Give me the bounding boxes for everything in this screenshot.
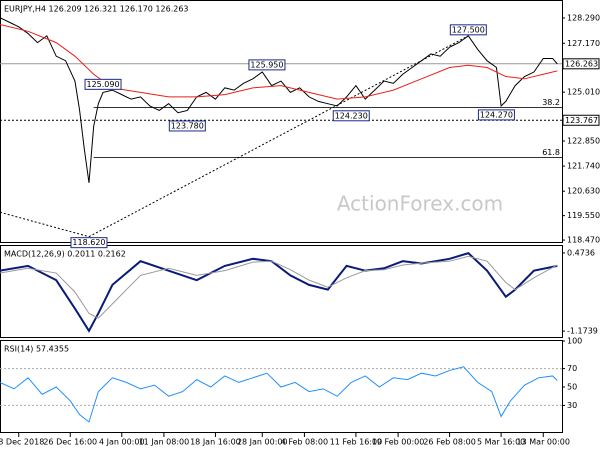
annotation-box: [449, 24, 487, 36]
x-tick-label: 5 Mar 16:00: [477, 438, 525, 447]
series-line: [0, 17, 558, 183]
y-tick-label: 119.550: [567, 211, 600, 220]
annotation-box: [168, 120, 206, 132]
price-label: 126.263: [565, 59, 598, 68]
x-tick-label: 18 Dec 2018: [0, 438, 44, 447]
x-tick-label: 11 Jan 08:00: [139, 438, 190, 447]
trendline: [88, 35, 469, 238]
annotation-box: [70, 237, 108, 249]
y-tick-label: 100: [567, 337, 582, 346]
panel-title: MACD(12,26,9) 0.2011 0.2162: [4, 250, 126, 259]
series-line: [0, 255, 558, 319]
macd-panel: [0, 245, 563, 338]
fib-label: 61.8: [542, 148, 560, 157]
series-line: [0, 366, 558, 423]
x-tick-label: 28 Jan 00:00: [237, 438, 288, 447]
x-tick-label: 11 Feb 16:00: [330, 438, 382, 447]
annotation-box: [84, 78, 122, 90]
fib-label: 38.2: [542, 98, 560, 107]
y-tick-label: 70: [567, 364, 577, 373]
annotation-box: [477, 109, 515, 121]
watermark: ActionForex.com: [337, 192, 503, 216]
series-line: [0, 24, 558, 100]
x-tick-label: 4 Feb 08:00: [281, 438, 328, 447]
annotation-label: 123.780: [171, 121, 204, 130]
annotation-label: 125.090: [86, 80, 119, 89]
price-label: 123.767: [565, 116, 598, 125]
y-tick-label: 121.740: [567, 162, 600, 171]
annotation-label: 118.620: [72, 238, 105, 247]
annotation-box: [332, 110, 370, 122]
trendline: [0, 211, 90, 238]
y-tick-label: 120.630: [567, 187, 600, 196]
price-box: [562, 58, 600, 70]
panel-title: EURJPY,H4 126.209 126.321 126.170 126.26…: [4, 5, 189, 14]
x-tick-label: 26 Dec 16:00: [43, 438, 97, 447]
annotation-label: 127.500: [452, 25, 485, 34]
y-tick-label: -1.1739: [567, 327, 598, 336]
x-tick-label: 19 Feb 00:00: [372, 438, 424, 447]
x-tick-label: 26 Feb 08:00: [423, 438, 475, 447]
y-tick-label: 30: [567, 401, 577, 410]
series-line: [0, 251, 558, 333]
y-tick-label: 125.010: [567, 88, 600, 97]
y-tick-label: 128.290: [567, 13, 600, 22]
annotation-label: 124.270: [480, 110, 513, 119]
x-tick-label: 18 Jan 16:00: [190, 438, 241, 447]
x-tick-label: 4 Jan 00:00: [99, 438, 145, 447]
panel-title: RSI(14) 57.4355: [4, 345, 69, 354]
x-tick-label: 13 Mar 00:00: [517, 438, 570, 447]
y-tick-label: 122.850: [567, 136, 600, 145]
price-box: [562, 114, 600, 126]
y-tick-label: 127.170: [567, 39, 600, 48]
y-tick-label: 118.470: [567, 236, 600, 245]
annotation-label: 124.230: [335, 111, 368, 120]
y-tick-label: 0.4736: [567, 248, 595, 257]
annotation-label: 125.950: [250, 60, 283, 69]
annotation-box: [248, 59, 286, 71]
y-tick-label: 50: [567, 383, 577, 392]
